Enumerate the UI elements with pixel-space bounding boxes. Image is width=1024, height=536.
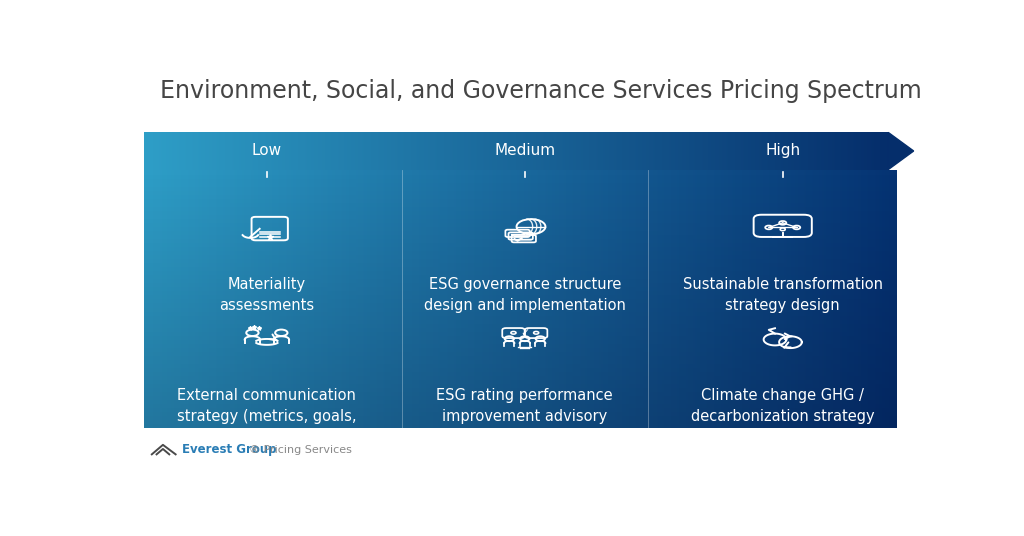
Text: Environment, Social, and Governance Services Pricing Spectrum: Environment, Social, and Governance Serv… — [160, 79, 922, 103]
Text: Medium: Medium — [495, 144, 555, 159]
Text: Climate change GHG /
decarbonization strategy: Climate change GHG / decarbonization str… — [691, 388, 874, 425]
Text: ESG rating performance
improvement advisory: ESG rating performance improvement advis… — [436, 388, 613, 425]
Text: Everest Group: Everest Group — [182, 443, 276, 456]
Text: Sustainable transformation
strategy design: Sustainable transformation strategy desi… — [683, 277, 883, 313]
Text: High: High — [765, 144, 801, 159]
Text: Low: Low — [252, 144, 282, 159]
Text: ® Pricing Services: ® Pricing Services — [250, 445, 352, 455]
Polygon shape — [888, 132, 913, 169]
Text: ✓: ✓ — [520, 329, 529, 338]
Text: Materiality
assessments: Materiality assessments — [219, 277, 314, 313]
Text: External communication
strategy (metrics, goals,
and benchmarking): External communication strategy (metrics… — [177, 388, 356, 445]
Text: ESG governance structure
design and implementation: ESG governance structure design and impl… — [424, 277, 626, 313]
